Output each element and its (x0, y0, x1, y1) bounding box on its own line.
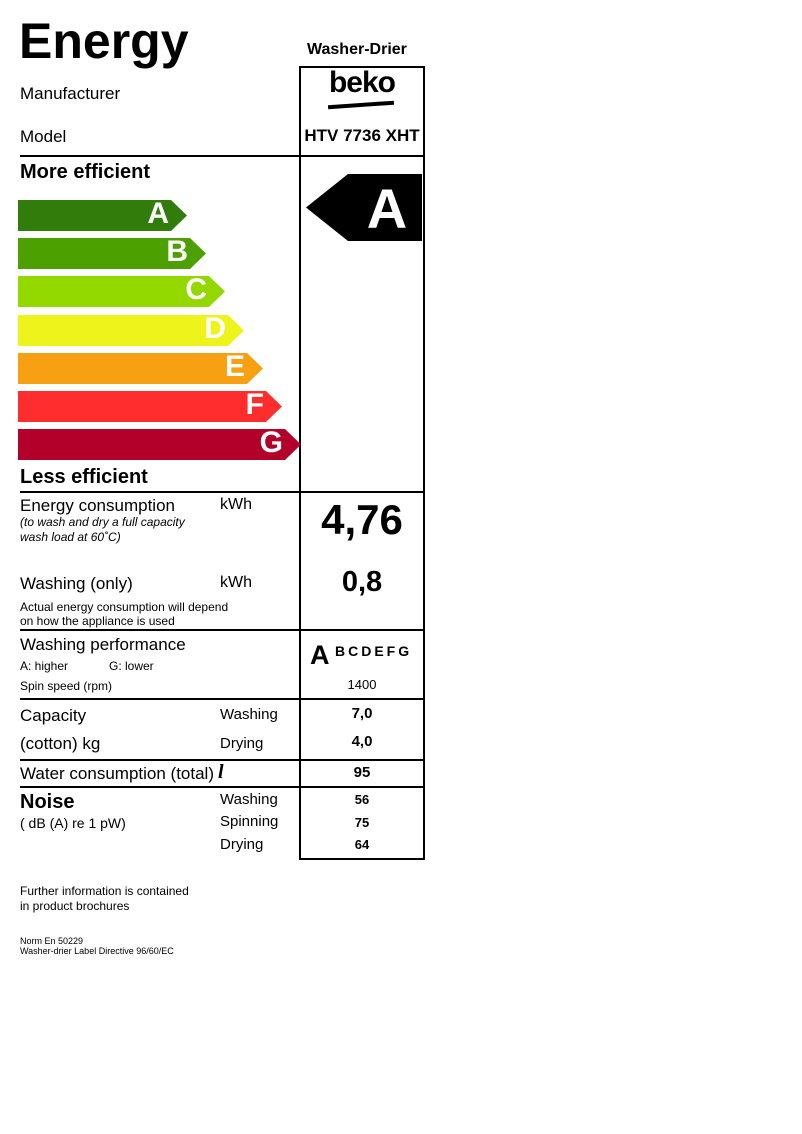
efficiency-bar-letter: G (259, 426, 283, 459)
footer-directive: Washer-drier Label Directive 96/60/EC (20, 946, 174, 956)
noise-drying-label: Drying (220, 836, 264, 853)
efficiency-bar-e: E (18, 350, 263, 384)
more-efficient-label: More efficient (20, 161, 151, 183)
capacity-drying-label: Drying (220, 735, 264, 752)
capacity-washing-label: Washing (220, 706, 278, 723)
model-label: Model (20, 127, 67, 146)
energy-unit: kWh (220, 496, 252, 513)
washing-only-label: Washing (only) (20, 574, 133, 593)
efficiency-bar-f: F (18, 388, 282, 422)
performance-label: Washing performance (20, 635, 186, 654)
capacity-label: Capacity (20, 706, 87, 725)
performance-rating: A (310, 640, 330, 670)
spin-value: 1400 (347, 677, 377, 692)
efficiency-bar-g: G (18, 426, 301, 460)
noise-unit: ( dB (A) re 1 pW) (20, 815, 126, 831)
rating-letter: A (366, 177, 408, 240)
noise-drying-value: 64 (354, 837, 370, 852)
performance-lower: G: lower (109, 659, 154, 673)
spin-label: Spin speed (rpm) (20, 679, 113, 693)
less-efficient-label: Less efficient (20, 466, 148, 488)
divider (20, 698, 424, 700)
washing-only-note: Actual energy consumption will depend (20, 600, 229, 614)
efficiency-bar-letter: F (245, 388, 264, 421)
water-label: Water consumption (total) (20, 764, 214, 783)
capacity-unit: (cotton) kg (20, 734, 101, 753)
water-value: 95 (353, 764, 371, 781)
footer-info: in product brochures (20, 899, 130, 913)
footer-info: Further information is contained (20, 884, 189, 898)
washing-only-unit: kWh (220, 574, 252, 591)
rating-arrow (306, 174, 422, 241)
performance-higher: A: higher (20, 659, 69, 673)
capacity-washing-value: 7,0 (351, 705, 373, 722)
efficiency-bar-letter: E (224, 350, 245, 383)
water-unit: l (218, 761, 224, 783)
performance-classes: BCDEFG (335, 643, 413, 659)
footer-norm: Norm En 50229 (20, 936, 84, 946)
noise-spinning-value: 75 (354, 815, 370, 830)
noise-washing-value: 56 (354, 792, 370, 807)
efficiency-bar-letter: B (166, 235, 188, 268)
label-title: Energy (19, 13, 189, 69)
energy-note: (to wash and dry a full capacity (20, 515, 185, 529)
divider (20, 759, 424, 761)
energy-label: Energy consumption (20, 496, 175, 515)
capacity-drying-value: 4,0 (351, 733, 373, 750)
washing-only-value: 0,8 (341, 566, 383, 598)
divider (20, 491, 424, 493)
noise-spinning-label: Spinning (220, 813, 279, 830)
divider (20, 629, 424, 631)
energy-note: wash load at 60˚C) (20, 530, 121, 544)
appliance-type: Washer-Drier (307, 41, 407, 58)
efficiency-bar-b: B (18, 235, 206, 269)
efficiency-bar-letter: C (185, 273, 207, 306)
energy-value: 4,76 (321, 496, 403, 543)
washing-only-note: on how the appliance is used (20, 614, 175, 628)
noise-label: Noise (20, 791, 75, 813)
efficiency-bar-letter: D (204, 312, 226, 345)
efficiency-bar-a: A (18, 197, 187, 231)
efficiency-bar-d: D (18, 312, 244, 346)
noise-washing-label: Washing (220, 791, 278, 808)
efficiency-bar-letter: A (147, 197, 169, 230)
values-column (299, 66, 425, 860)
divider (20, 786, 424, 788)
model-number: HTV 7736 XHT (304, 126, 420, 145)
divider (20, 155, 424, 157)
efficiency-bar-c: C (18, 273, 225, 307)
manufacturer-label: Manufacturer (20, 84, 121, 103)
manufacturer-logo: beko (328, 66, 396, 99)
